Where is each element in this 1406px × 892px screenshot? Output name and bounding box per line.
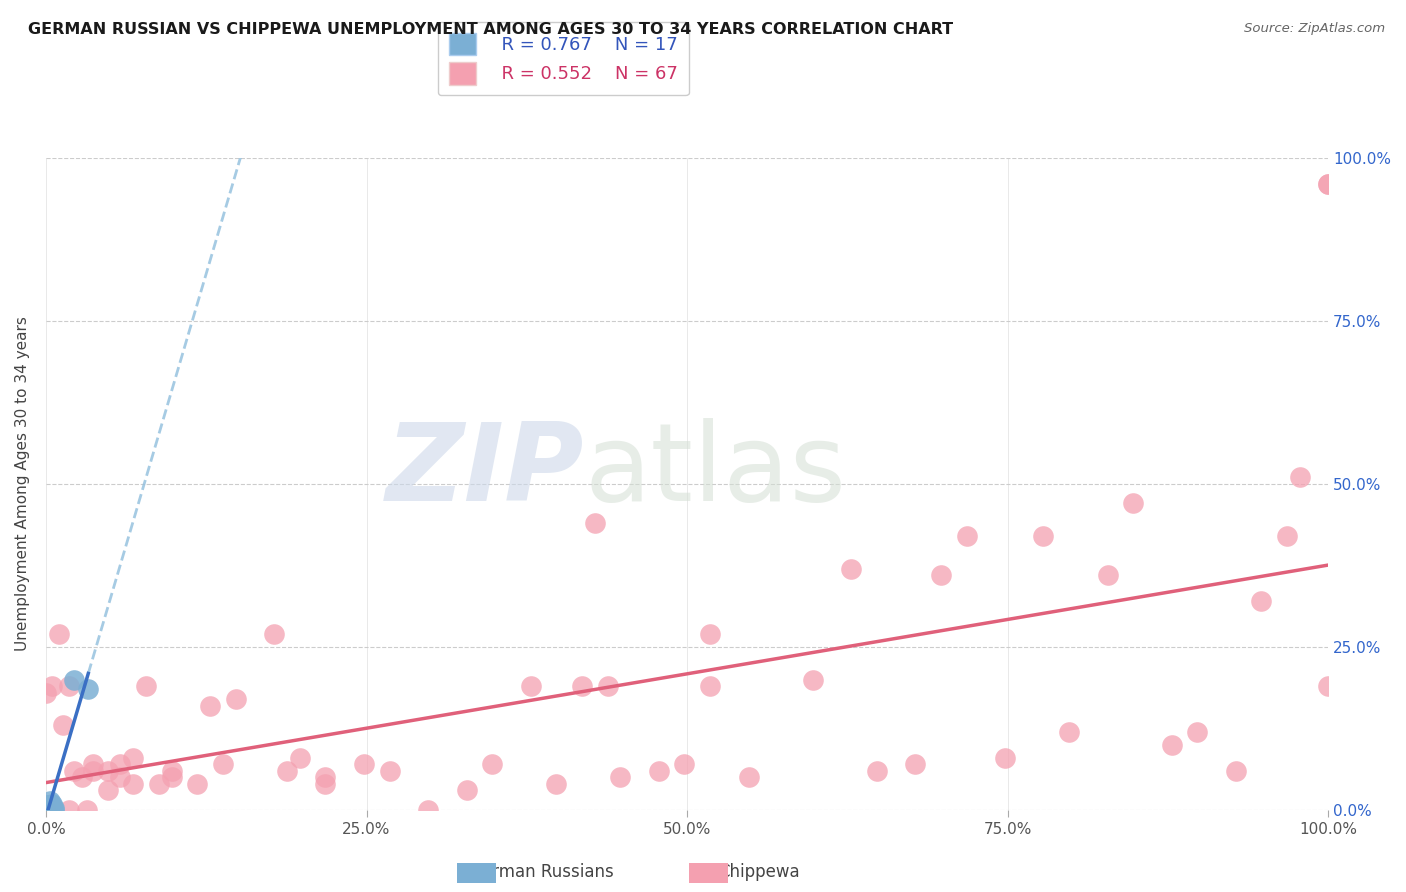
Point xyxy=(38,798,60,813)
Point xyxy=(456,783,478,797)
Point xyxy=(1289,470,1312,484)
Point xyxy=(1057,724,1080,739)
Point xyxy=(571,679,593,693)
Point xyxy=(699,679,721,693)
Point xyxy=(212,757,235,772)
Point xyxy=(39,798,62,813)
Point xyxy=(353,757,375,772)
Point xyxy=(699,627,721,641)
Point xyxy=(1097,568,1119,582)
Point xyxy=(63,764,86,778)
Point xyxy=(929,568,952,582)
Point xyxy=(1187,724,1209,739)
Point xyxy=(481,757,503,772)
Point xyxy=(39,801,62,815)
Point xyxy=(42,803,65,817)
Point xyxy=(110,757,132,772)
Point xyxy=(378,764,401,778)
Point xyxy=(160,764,183,778)
Point xyxy=(955,529,977,543)
Point xyxy=(35,803,58,817)
Point xyxy=(135,679,157,693)
Point xyxy=(1317,177,1340,191)
Point xyxy=(82,757,104,772)
Point xyxy=(198,698,221,713)
Point xyxy=(1250,594,1272,608)
Point xyxy=(110,771,132,785)
Point xyxy=(276,764,298,778)
Point xyxy=(77,682,100,697)
Text: German Russians: German Russians xyxy=(470,863,613,881)
Point xyxy=(41,679,63,693)
Point xyxy=(35,801,58,815)
Point xyxy=(519,679,541,693)
Point xyxy=(263,627,285,641)
Point xyxy=(52,718,75,732)
Point xyxy=(801,673,824,687)
Point xyxy=(314,771,336,785)
Point xyxy=(35,685,58,699)
Point xyxy=(1275,529,1298,543)
Point xyxy=(288,751,311,765)
Point xyxy=(546,777,568,791)
Text: GERMAN RUSSIAN VS CHIPPEWA UNEMPLOYMENT AMONG AGES 30 TO 34 YEARS CORRELATION CH: GERMAN RUSSIAN VS CHIPPEWA UNEMPLOYMENT … xyxy=(28,22,953,37)
Text: Source: ZipAtlas.com: Source: ZipAtlas.com xyxy=(1244,22,1385,36)
Point xyxy=(48,627,70,641)
Point xyxy=(904,757,927,772)
Point xyxy=(96,783,118,797)
Point xyxy=(58,803,80,817)
Point xyxy=(1317,177,1340,191)
Point xyxy=(737,771,759,785)
Point xyxy=(1160,738,1182,752)
Legend:   R = 0.767    N = 17,   R = 0.552    N = 67: R = 0.767 N = 17, R = 0.552 N = 67 xyxy=(437,22,689,95)
Point xyxy=(63,673,86,687)
Point xyxy=(596,679,619,693)
Point xyxy=(1122,496,1144,510)
Point xyxy=(41,801,63,815)
Point xyxy=(314,777,336,791)
Point xyxy=(38,801,60,815)
Text: atlas: atlas xyxy=(585,417,846,524)
Point xyxy=(96,764,118,778)
Point xyxy=(70,771,93,785)
Point xyxy=(1032,529,1054,543)
Point xyxy=(225,692,247,706)
Point xyxy=(122,751,145,765)
Text: Chippewa: Chippewa xyxy=(718,863,800,881)
Y-axis label: Unemployment Among Ages 30 to 34 years: Unemployment Among Ages 30 to 34 years xyxy=(15,317,30,651)
Point xyxy=(35,798,58,813)
Point xyxy=(648,764,671,778)
Point xyxy=(42,801,65,815)
Point xyxy=(76,803,98,817)
Point xyxy=(1317,679,1340,693)
Text: ZIP: ZIP xyxy=(387,417,585,524)
Point xyxy=(866,764,889,778)
Point xyxy=(609,771,631,785)
Point xyxy=(416,803,439,817)
Point xyxy=(839,562,862,576)
Point xyxy=(35,803,58,817)
Point xyxy=(58,679,80,693)
Point xyxy=(148,777,170,791)
Point xyxy=(38,794,60,808)
Point xyxy=(160,771,183,785)
Point xyxy=(82,764,104,778)
Point xyxy=(583,516,606,530)
Point xyxy=(41,797,63,811)
Point xyxy=(186,777,208,791)
Point xyxy=(994,751,1017,765)
Point xyxy=(1225,764,1247,778)
Point xyxy=(35,801,58,815)
Point xyxy=(673,757,696,772)
Point xyxy=(122,777,145,791)
Point xyxy=(35,803,58,817)
Point xyxy=(35,803,58,817)
